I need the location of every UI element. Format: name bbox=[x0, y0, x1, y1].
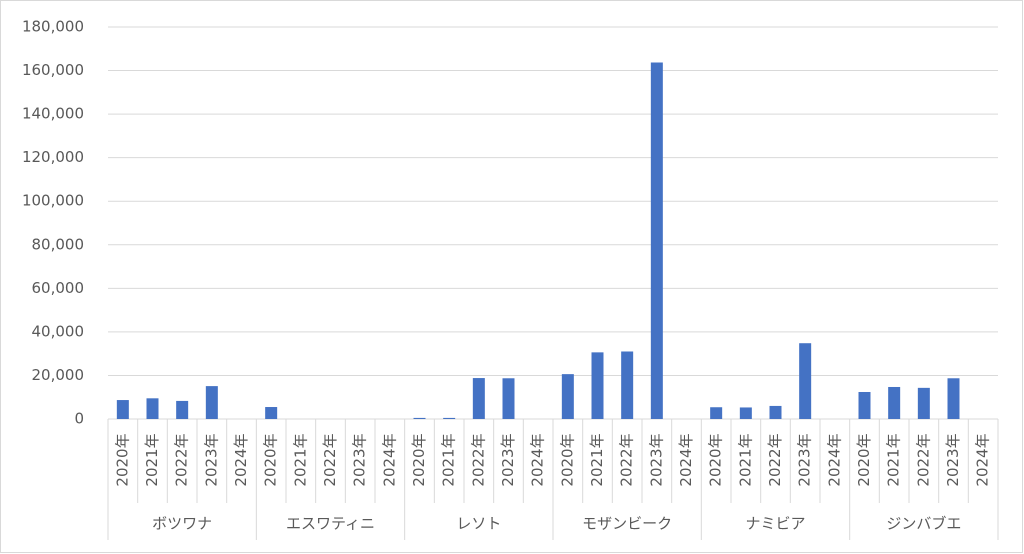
x-tick-label: 2023年 bbox=[944, 433, 962, 486]
x-tick-label: 2024年 bbox=[825, 433, 843, 486]
bar bbox=[146, 398, 159, 419]
x-tick-label: 2022年 bbox=[766, 433, 784, 486]
bar bbox=[472, 378, 485, 419]
bar bbox=[591, 352, 604, 419]
bar bbox=[205, 386, 218, 419]
group-label: ナミビア bbox=[745, 515, 805, 533]
x-tick-label: 2022年 bbox=[469, 433, 487, 486]
x-tick-label: 2023年 bbox=[499, 433, 517, 486]
bar bbox=[799, 343, 812, 419]
x-tick-label: 2021年 bbox=[736, 433, 754, 486]
bar bbox=[561, 374, 574, 419]
x-tick-label: 2022年 bbox=[321, 433, 339, 486]
bar bbox=[621, 351, 634, 419]
group-label: エスワティニ bbox=[286, 515, 375, 533]
y-tick-label: 100,000 bbox=[22, 192, 84, 210]
bar bbox=[739, 407, 752, 419]
x-tick-label: 2020年 bbox=[707, 433, 725, 486]
bar bbox=[176, 400, 189, 419]
x-tick-label: 2022年 bbox=[173, 433, 191, 486]
y-tick-label: 120,000 bbox=[22, 148, 84, 166]
x-tick-label: 2021年 bbox=[143, 433, 161, 486]
bar bbox=[710, 407, 723, 419]
x-tick-label: 2023年 bbox=[351, 433, 369, 486]
bar bbox=[888, 386, 901, 419]
x-tick-label: 2020年 bbox=[855, 433, 873, 486]
x-tick-label: 2024年 bbox=[677, 433, 695, 486]
x-tick-label: 2023年 bbox=[647, 433, 665, 486]
x-tick-label: 2020年 bbox=[410, 433, 428, 486]
bar bbox=[917, 387, 930, 419]
group-label: ボツワナ bbox=[152, 515, 212, 533]
bar bbox=[502, 378, 515, 419]
group-label: レソト bbox=[456, 515, 501, 533]
bar bbox=[947, 378, 960, 419]
x-tick-label: 2021年 bbox=[588, 433, 606, 486]
bar bbox=[769, 405, 782, 419]
y-tick-label: 60,000 bbox=[32, 279, 85, 297]
x-tick-label: 2023年 bbox=[796, 433, 814, 486]
x-tick-label: 2020年 bbox=[558, 433, 576, 486]
x-tick-label: 2021年 bbox=[291, 433, 309, 486]
x-tick-label: 2024年 bbox=[380, 433, 398, 486]
x-tick-label: 2024年 bbox=[974, 433, 992, 486]
x-tick-label: 2023年 bbox=[202, 433, 220, 486]
x-tick-label: 2021年 bbox=[440, 433, 458, 486]
bar bbox=[413, 417, 426, 419]
y-tick-label: 140,000 bbox=[22, 105, 84, 123]
y-tick-label: 20,000 bbox=[32, 366, 85, 384]
group-label: モザンビーク bbox=[582, 515, 672, 533]
bar bbox=[650, 62, 663, 420]
group-label: ジンバブエ bbox=[886, 515, 961, 533]
bar bbox=[443, 417, 456, 419]
x-tick-label: 2021年 bbox=[885, 433, 903, 486]
x-tick-label: 2024年 bbox=[232, 433, 250, 486]
x-tick-label: 2022年 bbox=[914, 433, 932, 486]
x-tick-label: 2022年 bbox=[618, 433, 636, 486]
y-tick-label: 40,000 bbox=[32, 322, 85, 340]
y-tick-label: 0 bbox=[74, 410, 84, 428]
x-tick-label: 2020年 bbox=[262, 433, 280, 486]
y-tick-label: 180,000 bbox=[22, 18, 84, 36]
x-tick-label: 2020年 bbox=[113, 433, 131, 486]
x-tick-label: 2024年 bbox=[529, 433, 547, 486]
bar bbox=[858, 391, 871, 419]
bar bbox=[116, 400, 129, 419]
y-tick-label: 80,000 bbox=[32, 235, 85, 253]
bar bbox=[265, 407, 278, 419]
y-tick-label: 160,000 bbox=[22, 61, 84, 79]
